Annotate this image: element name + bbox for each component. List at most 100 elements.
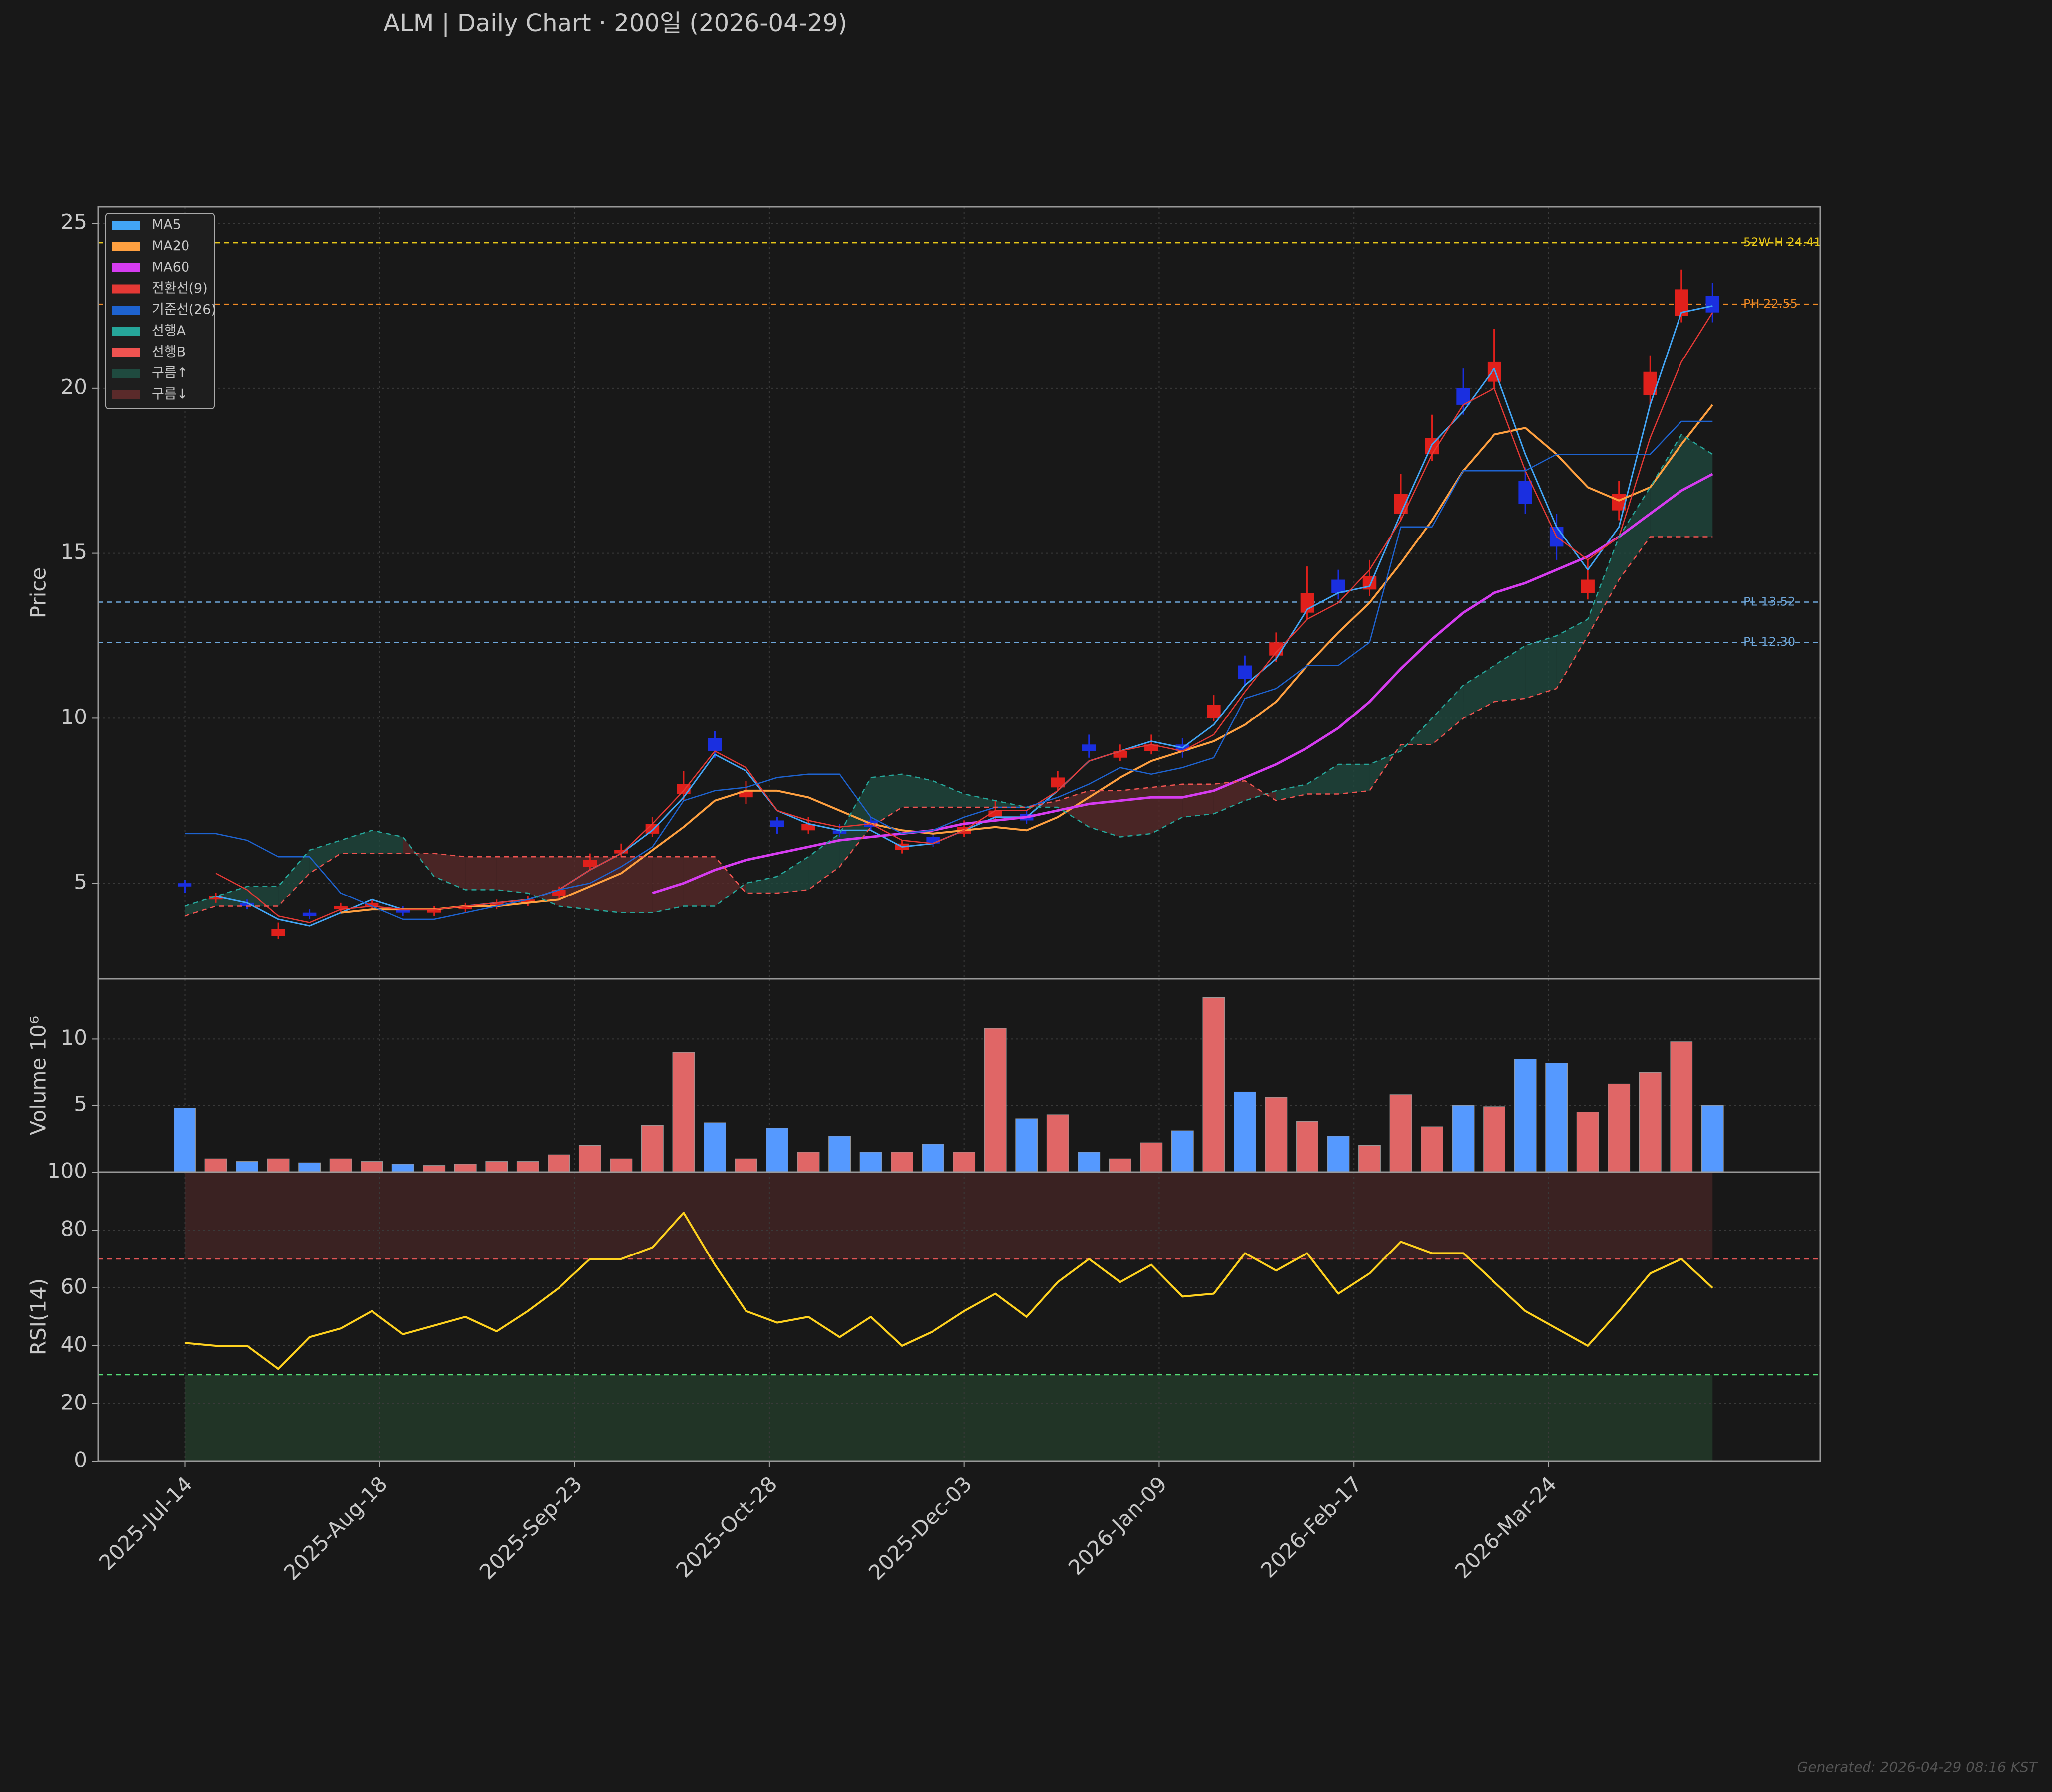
volume-bar bbox=[891, 1152, 913, 1173]
cloud bbox=[278, 850, 310, 906]
candle-body bbox=[1518, 481, 1532, 504]
legend-label: 구름↓ bbox=[152, 387, 187, 402]
legend-swatch bbox=[112, 284, 140, 294]
candle-body bbox=[1705, 296, 1720, 313]
cloud bbox=[372, 830, 403, 854]
volume-bar bbox=[641, 1125, 664, 1173]
volume-bar bbox=[548, 1154, 570, 1173]
legend-swatch bbox=[112, 327, 140, 336]
y-tick-label: 5 bbox=[74, 870, 87, 894]
cloud bbox=[777, 857, 809, 893]
volume-bar bbox=[578, 1145, 601, 1173]
y-axis-label: RSI(14) bbox=[26, 1278, 51, 1355]
candle-body bbox=[770, 820, 784, 827]
cloud bbox=[964, 794, 996, 807]
cloud bbox=[1432, 685, 1464, 745]
legend-label: MA5 bbox=[152, 217, 181, 233]
candle-body bbox=[583, 860, 597, 867]
volume-bar bbox=[610, 1158, 633, 1173]
legend-label: 선행A bbox=[152, 323, 186, 339]
cloud bbox=[1681, 434, 1713, 537]
volume-bar bbox=[1078, 1152, 1101, 1173]
volume-bar bbox=[1670, 1041, 1693, 1173]
y-tick-label: 100 bbox=[47, 1159, 87, 1183]
zone-band bbox=[185, 1172, 1713, 1259]
cloud bbox=[1058, 790, 1089, 827]
y-tick-label: 40 bbox=[61, 1332, 87, 1357]
cloud bbox=[434, 853, 466, 890]
candle-body bbox=[1051, 777, 1065, 788]
cloud bbox=[808, 833, 840, 890]
cloud bbox=[1650, 434, 1681, 537]
cloud bbox=[839, 777, 871, 867]
volume-bar bbox=[953, 1152, 976, 1173]
volume-bar bbox=[766, 1128, 788, 1173]
series-line bbox=[652, 473, 1713, 895]
candle-body bbox=[1487, 361, 1501, 382]
legend-label: 기준선(26) bbox=[152, 302, 216, 318]
series-line bbox=[185, 536, 1713, 917]
y-axis-label: Price bbox=[26, 567, 51, 618]
volume-bar bbox=[672, 1052, 695, 1173]
volume-bar bbox=[1452, 1105, 1475, 1173]
y-tick-label: 60 bbox=[61, 1274, 87, 1299]
y-tick-label: 20 bbox=[61, 374, 87, 399]
y-tick-label: 10 bbox=[61, 1025, 87, 1050]
y-axis-label: Volume 10⁶ bbox=[26, 1016, 51, 1135]
legend-swatch bbox=[112, 390, 140, 399]
cloud bbox=[1213, 781, 1245, 814]
volume-bar bbox=[1639, 1072, 1662, 1173]
cloud bbox=[1120, 787, 1151, 837]
volume-bar bbox=[329, 1158, 352, 1173]
cloud bbox=[403, 837, 434, 877]
cloud bbox=[465, 857, 497, 890]
volume-bar bbox=[1327, 1136, 1350, 1173]
cloud bbox=[1338, 764, 1370, 794]
volume-bar bbox=[1701, 1105, 1724, 1173]
rsi-line bbox=[185, 1212, 1713, 1370]
volume-bar bbox=[1514, 1059, 1537, 1173]
series-line bbox=[215, 312, 1713, 923]
volume-bar bbox=[735, 1158, 757, 1173]
cloud bbox=[683, 857, 715, 906]
candle-body bbox=[708, 738, 722, 751]
volume-bar bbox=[1421, 1126, 1443, 1173]
y-tick-label: 10 bbox=[61, 705, 87, 729]
volume-bar bbox=[1015, 1118, 1038, 1173]
volume-bar bbox=[1265, 1097, 1288, 1173]
legend-label: 구름↑ bbox=[152, 365, 187, 381]
volume-bar bbox=[391, 1164, 414, 1173]
y-tick-label: 25 bbox=[61, 210, 87, 234]
chart-title: ALM | Daily Chart · 200일 (2026-04-29) bbox=[383, 9, 847, 37]
zone-band bbox=[185, 1375, 1713, 1461]
volume-bar bbox=[516, 1161, 539, 1173]
cloud bbox=[652, 857, 684, 913]
volume-bar bbox=[1171, 1130, 1194, 1173]
volume-bar bbox=[984, 1028, 1007, 1173]
volume-bar bbox=[236, 1161, 258, 1173]
legend-label: MA60 bbox=[152, 260, 189, 275]
candle-body bbox=[1144, 744, 1158, 751]
cloud bbox=[1182, 784, 1214, 817]
volume-bar bbox=[1545, 1063, 1568, 1173]
footer: Generated: 2026-04-29 08:16 KST bbox=[1797, 1759, 2038, 1775]
legend-label: MA20 bbox=[152, 238, 189, 254]
reference-label: PL 13.52 bbox=[1743, 595, 1795, 609]
volume-bar bbox=[828, 1136, 851, 1173]
candle-body bbox=[1581, 579, 1595, 593]
candle-body bbox=[614, 850, 628, 854]
cloud bbox=[496, 857, 528, 893]
volume-bar bbox=[704, 1122, 726, 1173]
cloud bbox=[715, 857, 746, 906]
volume-bar bbox=[361, 1161, 383, 1173]
panel: 5 10 15 20 25 Price 52W-H 24.41 PH 22.55 PL 13.5… bbox=[26, 206, 1821, 980]
cloud bbox=[1401, 718, 1432, 751]
volume-bar bbox=[1483, 1106, 1505, 1173]
legend-swatch bbox=[112, 263, 140, 272]
series-line bbox=[185, 420, 1713, 920]
candle-body bbox=[1238, 665, 1252, 679]
cloud bbox=[1494, 645, 1526, 702]
candle-body bbox=[334, 906, 348, 910]
